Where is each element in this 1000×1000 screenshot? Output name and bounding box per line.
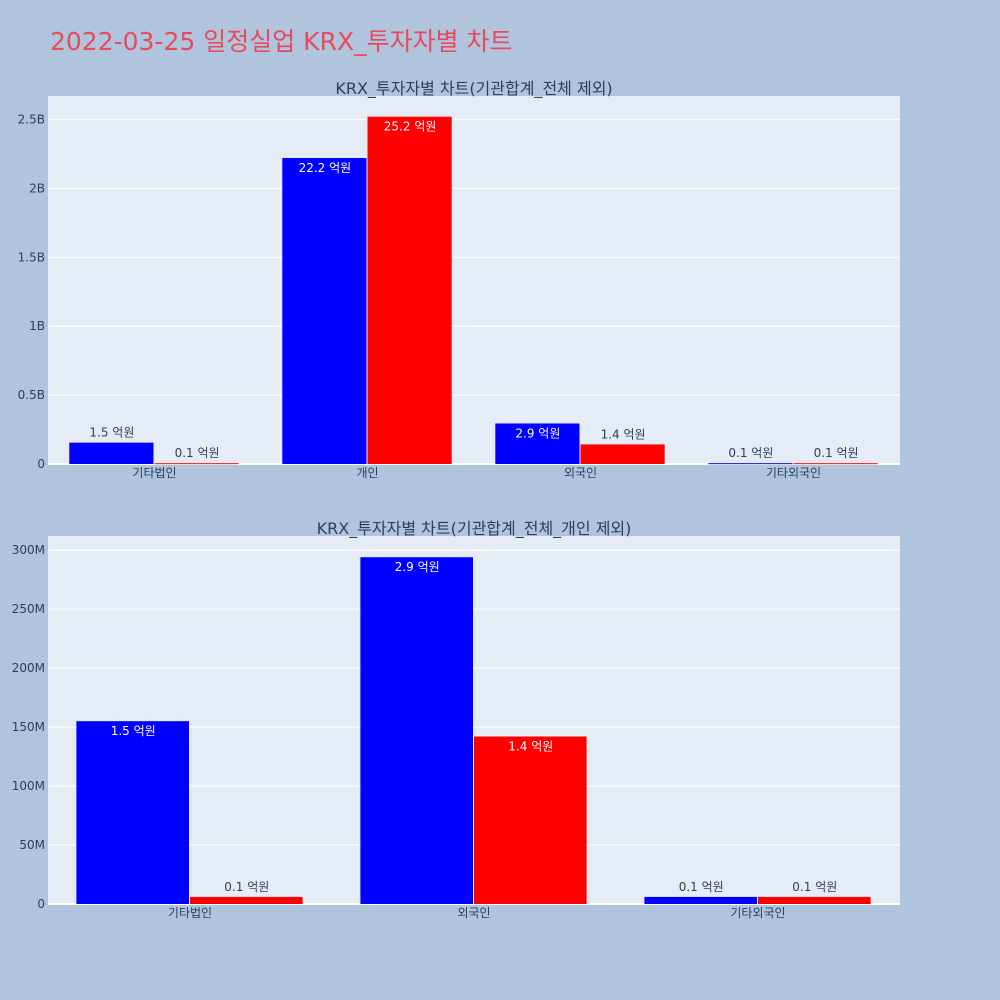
page-title: 2022-03-25 일정실업 KRX_투자자별 차트 xyxy=(50,27,513,56)
y-tick-label: 150M xyxy=(12,720,45,734)
bar-data-label: 1.4 억원 xyxy=(601,427,646,441)
bar xyxy=(644,896,757,904)
bar-data-label: 1.5 억원 xyxy=(111,724,156,738)
x-tick-label: 외국인 xyxy=(457,906,490,920)
bar xyxy=(282,158,367,464)
y-tick-label: 50M xyxy=(19,838,45,852)
y-tick-label: 100M xyxy=(12,779,45,793)
y-tick-label: 1B xyxy=(29,319,45,333)
bar xyxy=(190,896,303,904)
bar xyxy=(154,463,239,465)
y-tick-label: 2.5B xyxy=(18,112,45,126)
bar-data-label: 22.2 억원 xyxy=(299,161,352,175)
bar-data-label: 2.9 억원 xyxy=(395,560,440,574)
x-tick-label: 개인 xyxy=(356,466,378,480)
x-tick-label: 외국인 xyxy=(564,466,597,480)
y-tick-label: 1.5B xyxy=(18,250,45,264)
chart-title: KRX_투자자별 차트(기관합계_전체_개인 제외) xyxy=(317,519,632,539)
chart-title: KRX_투자자별 차트(기관합계_전체 제외) xyxy=(335,79,612,99)
y-tick-label: 0 xyxy=(37,457,45,471)
x-tick-label: 기타법인 xyxy=(132,466,176,480)
bar xyxy=(495,423,580,464)
x-tick-label: 기타법인 xyxy=(168,906,212,920)
x-tick-label: 기타외국인 xyxy=(730,906,785,920)
bar xyxy=(793,463,878,465)
bar-data-label: 1.4 억원 xyxy=(508,740,553,754)
y-tick-label: 2B xyxy=(29,181,45,195)
y-tick-label: 300M xyxy=(12,543,45,557)
bar xyxy=(758,896,871,904)
x-tick-label: 기타외국인 xyxy=(766,466,821,480)
bar-data-label: 0.1 억원 xyxy=(224,880,269,894)
y-tick-label: 0.5B xyxy=(18,388,45,402)
bar xyxy=(580,444,665,464)
bar-data-label: 0.1 억원 xyxy=(814,446,859,460)
y-tick-label: 250M xyxy=(12,602,45,616)
bar xyxy=(360,557,473,904)
y-tick-label: 0 xyxy=(37,897,45,911)
chart-bottom: KRX_투자자별 차트(기관합계_전체_개인 제외) 0 50M 100M 150M 20… xyxy=(12,519,900,920)
bar xyxy=(474,736,587,904)
bar xyxy=(367,116,452,464)
bar-data-label: 2.9 억원 xyxy=(515,426,560,440)
chart-top: KRX_투자자별 차트(기관합계_전체 제외) 0 0.5B 1B 1.5B 2B 2.5B… xyxy=(18,79,900,480)
bar-data-label: 0.1 억원 xyxy=(175,446,220,460)
bar xyxy=(708,463,793,465)
bar-data-label: 0.1 억원 xyxy=(728,446,773,460)
bar-data-label: 0.1 억원 xyxy=(679,880,724,894)
y-tick-label: 200M xyxy=(12,661,45,675)
plot-area xyxy=(48,96,900,464)
bar-data-label: 0.1 억원 xyxy=(792,880,837,894)
bar xyxy=(69,442,154,464)
bar xyxy=(76,721,189,904)
bar-data-label: 1.5 억원 xyxy=(89,426,134,440)
bar-data-label: 25.2 억원 xyxy=(384,120,437,134)
